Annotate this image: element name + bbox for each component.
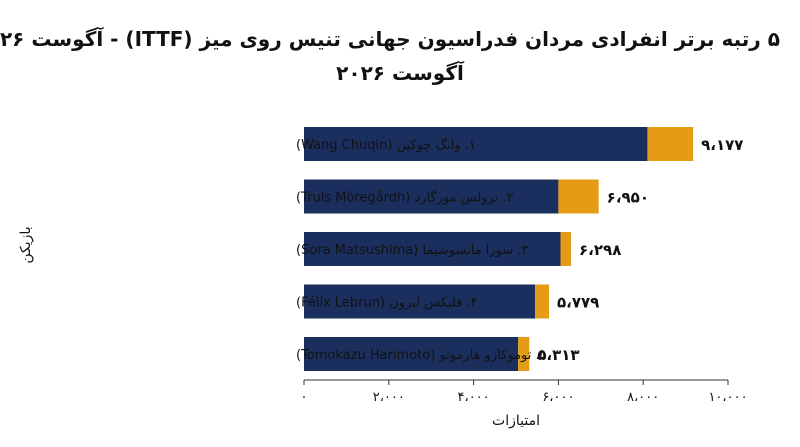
chart-title: ۵ رتبه برتر انفرادی مردان فدراسیون جهانی… <box>0 27 780 51</box>
x-tick-label: ۴،۰۰۰ <box>458 390 490 405</box>
bar-segment-2-row-5 <box>518 337 530 371</box>
bar-segment-1-row-2 <box>304 179 559 214</box>
x-axis-label: امتیازات <box>492 413 540 429</box>
bar-segment-1-row-1 <box>304 127 648 161</box>
bar-segment-1-row-4 <box>304 284 536 319</box>
value-labels-group: ۹،۱۷۷ ۶،۹۵۰ ۶،۲۹۸ ۵،۷۷۹ ۵،۳۱۳ <box>537 136 743 364</box>
bar-segment-2-row-4 <box>535 284 550 319</box>
x-tick-label: ۰ <box>301 390 308 405</box>
bar-segment-1-row-3 <box>304 232 561 266</box>
bars-group <box>304 127 694 371</box>
category-label: ۲. ترولس مورگارد (Truls Möregårdh) <box>296 190 514 206</box>
value-label: ۶،۲۹۸ <box>579 241 621 259</box>
chart-subtitle: آگوست ۲۰۲۶ <box>336 61 464 85</box>
x-tick-label: ۶،۰۰۰ <box>542 390 574 405</box>
value-label: ۶،۹۵۰ <box>607 189 649 207</box>
x-axis: ۰ ۲،۰۰۰ ۴،۰۰۰ ۶،۰۰۰ ۸،۰۰۰ ۱۰،۰۰۰ <box>301 379 748 405</box>
value-label: ۵،۳۱۳ <box>537 346 579 364</box>
x-tick-label: ۲،۰۰۰ <box>373 390 405 405</box>
value-label: ۹،۱۷۷ <box>701 136 743 154</box>
category-label: ۳. سورا ماتسوشیما (Sora Matsushima) <box>296 243 529 258</box>
x-tick-label: ۸،۰۰۰ <box>627 390 659 405</box>
category-label: ۴. فلیکس لبرون (Félix Lebrun) <box>296 296 478 311</box>
value-label: ۵،۷۷۹ <box>557 294 599 312</box>
category-labels-group: ۱. وانگ چوکین (Wang Chuqin) ۲. ترولس مورگ… <box>296 137 547 363</box>
y-axis-label: بازیکن <box>18 226 34 263</box>
bar-segment-2-row-2 <box>558 179 599 214</box>
bar-segment-2-row-1 <box>647 127 694 161</box>
category-label: ۵. توموکازو هارموتو (Tomokazu Harimoto) <box>296 348 547 363</box>
x-tick-label: ۱۰،۰۰۰ <box>708 390 747 405</box>
bar-segment-2-row-3 <box>560 232 572 266</box>
category-label: ۱. وانگ چوکین (Wang Chuqin) <box>296 137 476 153</box>
bar-segment-1-row-5 <box>304 337 519 371</box>
